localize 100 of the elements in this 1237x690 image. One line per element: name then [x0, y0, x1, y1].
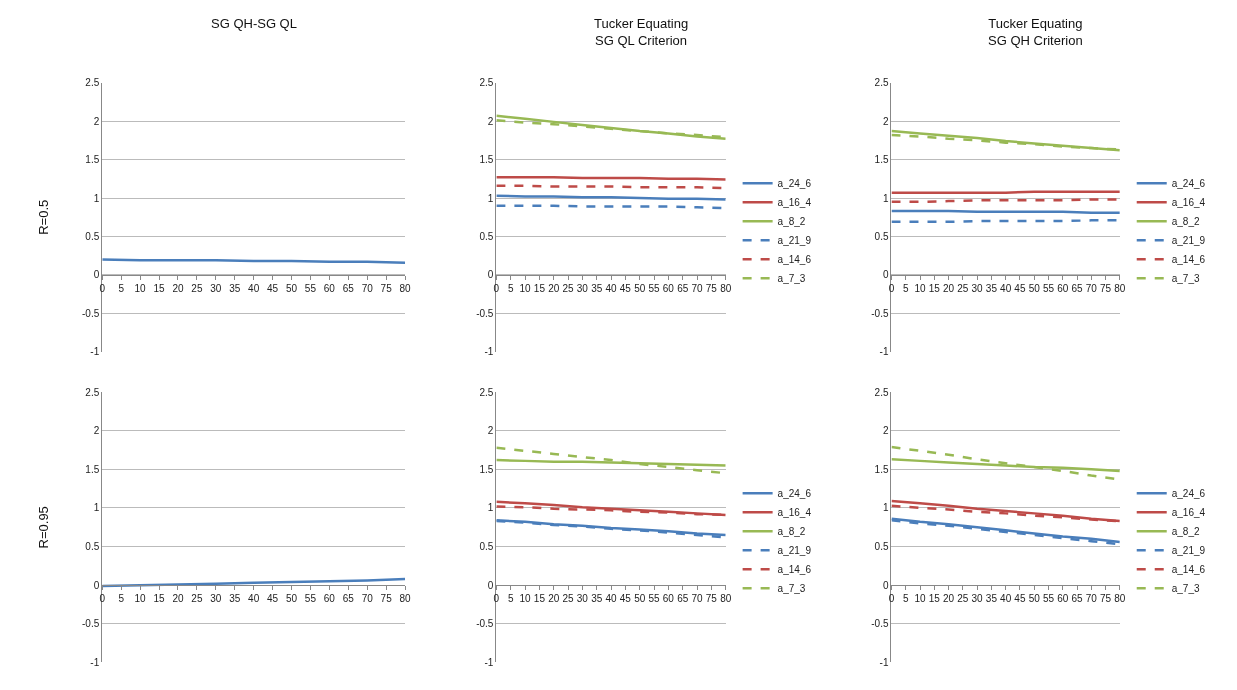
x-tick-label: 25 [957, 282, 969, 294]
x-tick-label: 50 [285, 593, 298, 605]
legend-label: a_14_6 [777, 254, 812, 266]
y-tick-label: -1 [90, 346, 100, 358]
y-tick-label: 0.5 [874, 541, 889, 553]
y-tick-label: 0 [93, 269, 100, 281]
x-tick-label: 80 [1114, 593, 1126, 605]
x-tick-label: 5 [507, 282, 514, 294]
chart-title: Tucker Equating SG QL Criterion [594, 16, 689, 48]
y-tick-label: 2.5 [85, 386, 100, 398]
y-axis-title: R=0.5 [35, 199, 51, 235]
y-tick-label: -1 [879, 346, 889, 358]
x-tick-label: 40 [248, 282, 260, 294]
x-tick-label: 25 [562, 593, 575, 605]
y-tick-label: -0.5 [476, 307, 494, 319]
y-tick-label: -1 [484, 656, 494, 668]
x-tick-label: 45 [267, 282, 279, 294]
x-tick-label: 70 [1085, 282, 1098, 294]
x-tick-label: 20 [172, 593, 184, 605]
legend-label: a_8_2 [777, 526, 806, 538]
y-tick-label: 0.5 [479, 541, 494, 553]
x-tick-label: 30 [971, 593, 984, 605]
x-tick-label: 60 [662, 593, 675, 605]
x-tick-label: 65 [342, 282, 355, 294]
x-tick-label: 25 [191, 593, 203, 605]
x-tick-label: 40 [605, 282, 618, 294]
x-tick-label: 60 [1057, 282, 1069, 294]
x-tick-label: 45 [619, 282, 632, 294]
x-tick-label: 40 [605, 593, 618, 605]
y-tick-label: 0 [882, 579, 889, 591]
x-tick-label: 70 [361, 282, 374, 294]
legend-label: a_24_6 [777, 178, 812, 190]
y-tick-label: 2.5 [874, 386, 889, 398]
x-tick-label: 60 [662, 282, 675, 294]
y-tick-label: 0.5 [85, 541, 100, 553]
x-tick-label: 40 [1000, 282, 1012, 294]
y-tick-label: 2 [93, 115, 100, 127]
x-tick-label: 15 [533, 282, 546, 294]
x-tick-label: 10 [914, 593, 927, 605]
y-tick-label: -1 [879, 656, 889, 668]
legend-label: a_7_3 [1171, 273, 1200, 285]
legend-label: a_14_6 [1171, 564, 1206, 576]
x-tick-label: 25 [957, 593, 969, 605]
y-tick-label: 2.5 [85, 77, 100, 89]
y-tick-label: 1.5 [479, 154, 494, 166]
y-tick-label: 1 [487, 502, 494, 514]
chart-title: SG QH-SG QL [211, 16, 297, 31]
x-tick-label: 65 [342, 593, 355, 605]
x-tick-label: 15 [153, 282, 166, 294]
legend-label: a_21_9 [1171, 545, 1206, 557]
x-tick-label: 15 [928, 593, 941, 605]
x-tick-label: 30 [971, 282, 984, 294]
y-tick-label: 0.5 [874, 230, 889, 242]
x-tick-label: 80 [399, 282, 412, 294]
legend-label: a_24_6 [1171, 178, 1206, 190]
y-tick-label: 1 [93, 502, 100, 514]
y-tick-label: 1 [487, 192, 494, 204]
x-tick-label: 55 [648, 593, 661, 605]
y-tick-label: 0 [487, 579, 494, 591]
x-tick-label: 30 [210, 593, 222, 605]
y-tick-label: 2 [93, 425, 100, 437]
y-tick-label: 1.5 [85, 463, 100, 475]
x-tick-label: 10 [914, 282, 927, 294]
y-tick-label: 2.5 [479, 386, 494, 398]
x-tick-label: 65 [1071, 282, 1084, 294]
x-tick-label: 40 [1000, 593, 1012, 605]
y-tick-label: 2 [882, 425, 889, 437]
x-tick-label: 55 [304, 593, 317, 605]
x-tick-label: 35 [985, 593, 998, 605]
x-tick-label: 15 [928, 282, 941, 294]
x-tick-label: 35 [985, 282, 998, 294]
legend-label: a_8_2 [1171, 216, 1200, 228]
x-tick-label: 10 [134, 282, 147, 294]
x-tick-label: 30 [576, 593, 589, 605]
y-tick-label: 1.5 [479, 463, 494, 475]
x-tick-label: 70 [1085, 593, 1098, 605]
y-tick-label: 1 [93, 192, 100, 204]
y-tick-label: -0.5 [871, 307, 889, 319]
x-tick-label: 15 [533, 593, 546, 605]
x-tick-label: 55 [648, 282, 661, 294]
y-axis-title: R=0.95 [35, 506, 51, 549]
x-tick-label: 60 [323, 593, 336, 605]
x-tick-label: 20 [548, 282, 560, 294]
x-tick-label: 55 [1042, 593, 1055, 605]
x-tick-label: 50 [634, 593, 646, 605]
y-tick-label: -0.5 [476, 618, 494, 630]
y-tick-label: 0 [487, 269, 494, 281]
x-tick-label: 10 [519, 282, 532, 294]
y-tick-label: 2.5 [479, 77, 494, 89]
x-tick-label: 25 [191, 282, 203, 294]
x-tick-label: 50 [634, 282, 646, 294]
y-tick-label: 1.5 [874, 463, 889, 475]
legend-label: a_14_6 [1171, 254, 1206, 266]
x-tick-label: 65 [677, 593, 689, 605]
x-tick-label: 20 [172, 282, 184, 294]
y-tick-label: 0.5 [479, 230, 494, 242]
y-tick-label: 1.5 [85, 154, 100, 166]
legend-label: a_21_9 [777, 545, 812, 557]
x-tick-label: 70 [691, 593, 704, 605]
y-tick-label: 0.5 [85, 230, 100, 242]
